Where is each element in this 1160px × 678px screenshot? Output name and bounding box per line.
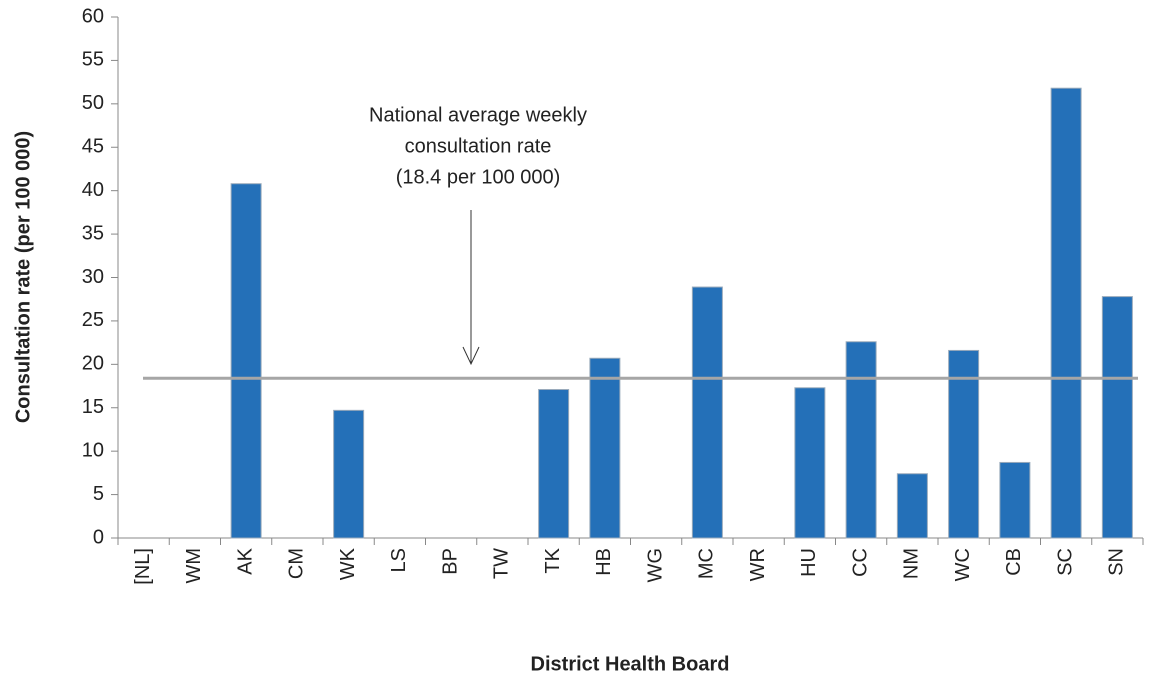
bar: [333, 409, 365, 539]
y-tick-label: 60: [82, 5, 104, 27]
x-tick-label: WK: [337, 547, 359, 580]
y-tick-label: 5: [93, 483, 104, 505]
x-tick-label: WR: [747, 548, 769, 581]
annotation: consultation rate: [405, 135, 552, 157]
bar: [589, 357, 621, 539]
x-tick-label: LS: [388, 548, 410, 572]
x-tick-label: TK: [542, 547, 564, 573]
x-tick-label: WM: [183, 548, 205, 584]
x-tick-label: CB: [1003, 548, 1025, 576]
x-tick-label: NM: [901, 548, 923, 579]
bar: [1101, 296, 1133, 539]
y-tick-label: 0: [93, 526, 104, 548]
x-tick-label: SN: [1106, 548, 1128, 576]
x-tick-label: WC: [952, 548, 974, 581]
x-tick-label: CC: [849, 548, 871, 577]
x-tick-label: HB: [593, 548, 615, 576]
x-tick-label: AK: [234, 547, 256, 574]
x-tick-label: MC: [696, 548, 718, 579]
bar: [845, 341, 877, 539]
x-tick-label: TW: [491, 548, 513, 579]
y-tick-label: 25: [82, 309, 104, 331]
bar: [999, 461, 1031, 539]
annotation: National average weekly: [369, 104, 587, 126]
bar: [691, 286, 723, 539]
bar: [794, 387, 826, 539]
bar: [948, 349, 980, 539]
bar: [230, 183, 262, 539]
bar: [1050, 87, 1082, 539]
x-tick-label: BP: [439, 548, 461, 575]
y-tick-label: 50: [82, 92, 104, 114]
y-tick-label: 55: [82, 49, 104, 71]
annotation: (18.4 per 100 000): [396, 166, 561, 188]
y-tick-label: 30: [82, 266, 104, 288]
x-tick-label: HU: [798, 548, 820, 577]
y-tick-label: 15: [82, 396, 104, 418]
arrow-head: [462, 346, 480, 366]
y-tick-label: 10: [82, 439, 104, 461]
y-tick-label: 45: [82, 136, 104, 158]
x-tick-label: WG: [644, 548, 666, 582]
x-tick-label: CM: [286, 548, 308, 579]
bar: [896, 473, 928, 539]
bar: [538, 389, 570, 539]
y-axis-label: Consultation rate (per 100 000): [12, 131, 34, 423]
x-tick-label: SC: [1054, 548, 1076, 576]
y-tick-label: 40: [82, 179, 104, 201]
y-tick-label: 35: [82, 222, 104, 244]
y-tick-label: 20: [82, 353, 104, 375]
x-axis-label: District Health Board: [531, 653, 730, 675]
x-tick-label: [NL]: [132, 548, 154, 585]
